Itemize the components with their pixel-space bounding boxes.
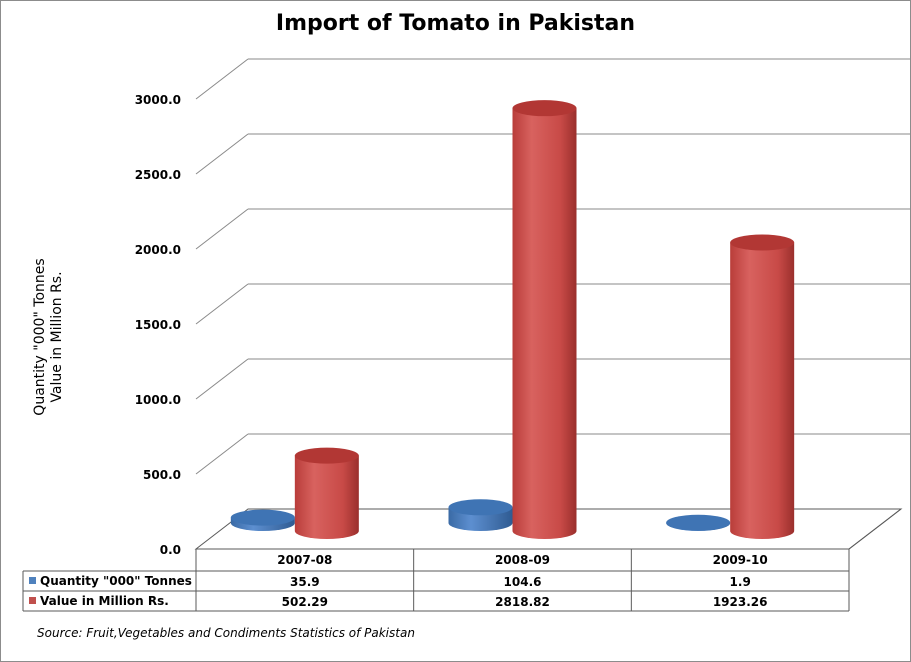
bar-body bbox=[512, 108, 577, 539]
bar-top bbox=[666, 514, 731, 531]
data-table-value: 1923.26 bbox=[713, 595, 768, 609]
gridline-side bbox=[195, 208, 249, 250]
legend-swatch bbox=[29, 577, 36, 584]
bar-quantity-2009-10 bbox=[666, 514, 731, 531]
gridline-side bbox=[195, 283, 249, 325]
x-tick-label: 2007-08 bbox=[277, 553, 332, 567]
chart-title: Import of Tomato in Pakistan bbox=[275, 11, 636, 36]
bar-top bbox=[448, 499, 513, 516]
data-table-value: 1.9 bbox=[730, 575, 751, 589]
bar-top bbox=[512, 100, 577, 117]
bar-top bbox=[294, 447, 359, 464]
data-table-value: 2818.82 bbox=[495, 595, 550, 609]
data-table-value: 35.9 bbox=[290, 575, 320, 589]
plot-area: 0.0 500.0 1000.0 1500.0 2000.0 2500.0 3000.0 2… bbox=[22, 58, 910, 612]
bar-body bbox=[730, 242, 795, 540]
bar-quantity-2008-09 bbox=[448, 499, 513, 531]
bar-body bbox=[294, 455, 359, 539]
x-tick-label: 2009-10 bbox=[713, 553, 768, 567]
bar-value-2008-09 bbox=[512, 100, 577, 539]
gridline-side bbox=[195, 58, 249, 100]
bar-top bbox=[730, 234, 795, 251]
y-tick-label: 1500.0 bbox=[135, 318, 181, 332]
source-note: Source: Fruit,Vegetables and Condiments … bbox=[37, 626, 415, 640]
bar-value-2007-08 bbox=[294, 447, 359, 539]
y-tick-label: 1000.0 bbox=[135, 393, 181, 407]
data-table-value: 104.6 bbox=[504, 575, 542, 589]
bar-value-2009-10 bbox=[730, 234, 795, 540]
y-tick-label: 2500.0 bbox=[135, 168, 181, 182]
legend-label: Value in Million Rs. bbox=[40, 594, 169, 608]
x-tick-label: 2008-09 bbox=[495, 553, 550, 567]
y-tick-label: 500.0 bbox=[143, 468, 181, 482]
legend-swatch bbox=[29, 597, 36, 604]
legend-label: Quantity "000" Tonnes bbox=[40, 574, 192, 588]
gridline-side bbox=[195, 433, 249, 475]
bar-top bbox=[230, 509, 295, 526]
gridline-side bbox=[195, 133, 249, 175]
bar-quantity-2007-08 bbox=[230, 509, 295, 531]
table-line bbox=[848, 508, 902, 550]
gridline-side bbox=[195, 358, 249, 400]
y-tick-label: 0.0 bbox=[160, 543, 181, 557]
y-tick-label: 3000.0 bbox=[135, 93, 181, 107]
y-tick-label: 2000.0 bbox=[135, 243, 181, 257]
data-table-value: 502.29 bbox=[282, 595, 328, 609]
